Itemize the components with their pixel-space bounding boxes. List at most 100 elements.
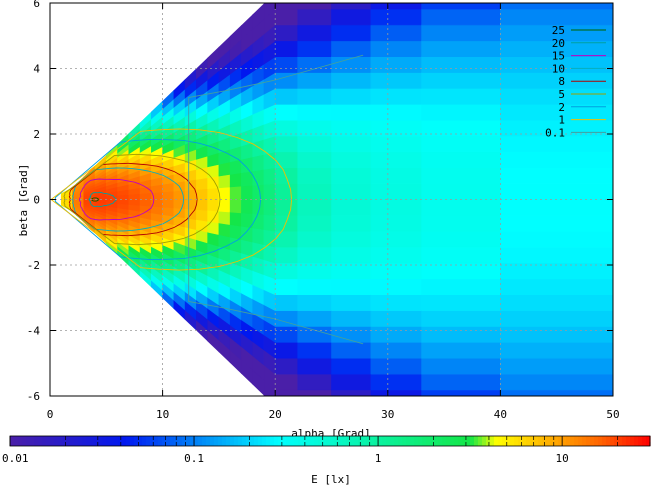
- field-cell: [421, 24, 501, 42]
- colorbar-cell: [122, 436, 127, 446]
- field-cell: [297, 40, 332, 57]
- field-cell: [274, 103, 299, 121]
- colorbar-cell: [646, 436, 651, 446]
- field-segment: [263, 3, 276, 396]
- colorbar-cell: [138, 436, 143, 446]
- field-cell: [274, 215, 299, 232]
- field-cell: [370, 151, 422, 169]
- colorbar-cell: [390, 436, 395, 446]
- colorbar-cell: [530, 436, 535, 446]
- colorbar-cell: [630, 436, 635, 446]
- field-cell: [274, 167, 299, 184]
- field-cell: [297, 294, 332, 311]
- field-cell: [207, 199, 220, 212]
- field-cell: [184, 189, 197, 200]
- colorbar-tick-label: 1: [375, 452, 382, 465]
- colorbar-cell: [522, 436, 527, 446]
- legend-label: 0.1: [545, 126, 565, 139]
- colorbar-cell: [442, 436, 447, 446]
- field-cell: [331, 8, 372, 26]
- colorbar-tick-label: 10: [556, 452, 569, 465]
- colorbar-cell: [166, 436, 171, 446]
- field-segment: [297, 3, 332, 396]
- x-tick-label: 10: [156, 408, 169, 421]
- colorbar-cell: [566, 436, 571, 446]
- colorbar-cell: [382, 436, 387, 446]
- colorbar-cell: [454, 436, 459, 446]
- field-cell: [331, 72, 372, 89]
- colorbar-cell: [410, 436, 415, 446]
- field-cell: [274, 56, 299, 73]
- field-cell: [331, 373, 372, 391]
- x-tick-label: 40: [494, 408, 507, 421]
- colorbar-cell: [378, 436, 383, 446]
- field-cell: [139, 199, 152, 207]
- colorbar-cell: [26, 436, 31, 446]
- field-cell: [421, 294, 501, 311]
- field-cell: [297, 167, 332, 184]
- colorbar-cell: [338, 436, 343, 446]
- field-cell: [370, 135, 422, 153]
- field-cell: [229, 224, 242, 241]
- field-cell: [421, 326, 501, 343]
- field-cell: [500, 151, 613, 169]
- colorbar-cell: [178, 436, 183, 446]
- colorbar-cell: [246, 436, 251, 446]
- field-cell: [421, 246, 501, 264]
- colorbar-cell: [526, 436, 531, 446]
- field-cell: [500, 357, 613, 375]
- colorbar-cell: [146, 436, 151, 446]
- field-segment: [117, 132, 130, 267]
- field-cell: [241, 184, 253, 200]
- field-cell: [331, 135, 372, 153]
- field-cell: [500, 342, 613, 359]
- colorbar-cell: [242, 436, 247, 446]
- colorbar-cell: [58, 436, 63, 446]
- field-cell: [274, 357, 299, 375]
- colorbar-cell: [354, 436, 359, 446]
- field-cell: [421, 88, 501, 105]
- x-tick-label: 20: [269, 408, 282, 421]
- field-cell: [421, 3, 501, 10]
- colorbar-cell: [470, 436, 475, 446]
- field-cell: [370, 246, 422, 264]
- colorbar-cell: [110, 436, 115, 446]
- colorbar-label: E [lx]: [311, 473, 351, 486]
- colorbar-cell: [534, 436, 539, 446]
- colorbar-cell: [206, 436, 211, 446]
- field-cell: [162, 206, 175, 217]
- field-cell: [370, 72, 422, 89]
- colorbar-cell: [14, 436, 19, 446]
- field-cell: [218, 186, 231, 200]
- field-cell: [370, 167, 422, 184]
- field-cell: [370, 199, 422, 216]
- legend-label: 15: [552, 50, 565, 63]
- field-cell: [500, 199, 613, 216]
- field-cell: [500, 8, 613, 26]
- field-cell: [218, 222, 231, 238]
- colorbar-cell: [46, 436, 51, 446]
- field-cell: [252, 154, 265, 172]
- colorbar-cell: [510, 436, 515, 446]
- legend-label: 10: [552, 62, 565, 75]
- field-cell: [297, 151, 332, 169]
- field-segment: [241, 14, 253, 385]
- field-cell: [274, 373, 299, 391]
- field-cell: [229, 172, 242, 188]
- field-cell: [252, 241, 265, 261]
- colorbar-cell: [302, 436, 307, 446]
- colorbar-cell: [202, 436, 207, 446]
- field-cell: [421, 151, 501, 169]
- colorbar-cell: [134, 436, 139, 446]
- field-cell: [370, 310, 422, 327]
- colorbar-cell: [582, 436, 587, 446]
- field-cell: [370, 278, 422, 296]
- colorbar-cell: [290, 436, 295, 446]
- colorbar-cell: [606, 436, 611, 446]
- colorbar-cell: [222, 436, 227, 446]
- field-cell: [274, 326, 299, 343]
- colorbar-cell: [610, 436, 615, 446]
- field-cell: [218, 174, 231, 189]
- field-segment: [162, 89, 175, 310]
- colorbar-cell: [82, 436, 87, 446]
